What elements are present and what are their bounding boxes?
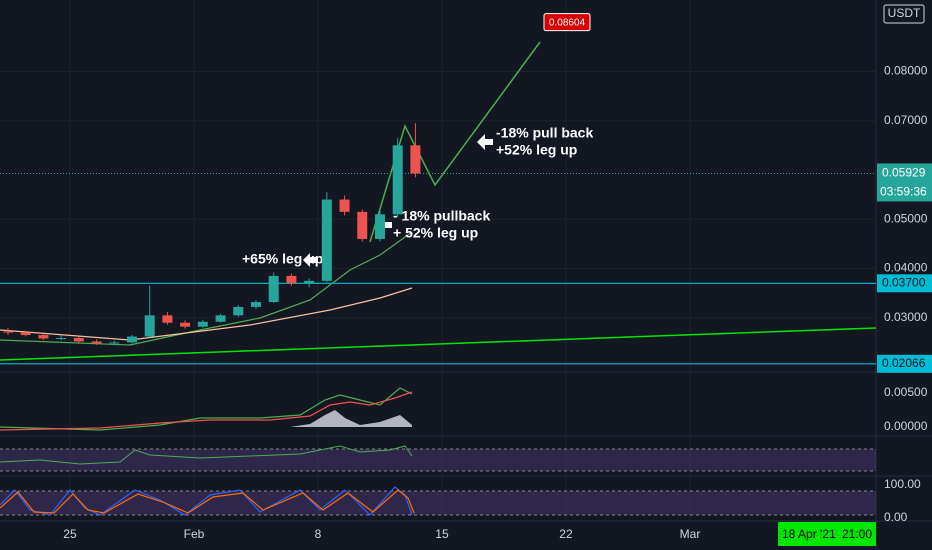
candle-body <box>410 145 421 174</box>
candle-body <box>268 275 279 303</box>
candle-body <box>374 214 385 239</box>
macd-tick-label: 0.00000 <box>884 419 928 433</box>
candle-body <box>109 342 120 344</box>
x-tick-label: 25 <box>63 527 77 541</box>
x-tick-label: 22 <box>559 527 573 541</box>
timestamp-date: 18 Apr '21 <box>782 527 836 541</box>
moving-average <box>0 231 413 346</box>
candle-body <box>339 199 350 212</box>
target-badge <box>543 13 591 32</box>
last-price-label: 0.05929 <box>882 166 926 180</box>
arrow-icon <box>303 253 318 267</box>
candle-body <box>162 315 173 323</box>
candle-body <box>321 199 332 281</box>
moving-average <box>0 287 413 341</box>
target-label: 0.08604 <box>549 17 586 28</box>
candle-body <box>56 338 67 340</box>
candle-body <box>20 332 31 336</box>
annotation: +52% leg up <box>496 142 577 158</box>
stoch-k <box>0 486 413 516</box>
candle-body <box>180 322 191 327</box>
timestamp-box <box>778 522 876 546</box>
candle-body <box>38 335 49 339</box>
candle-body <box>144 315 155 337</box>
timestamp-time: 21:00 <box>842 527 872 541</box>
annotation: +65% leg up <box>242 251 323 267</box>
y-tick-label: 0.04000 <box>884 261 928 275</box>
level-label: 0.02066 <box>882 356 926 370</box>
stoch-band <box>0 491 876 515</box>
last-price-badge <box>877 163 932 202</box>
level-badge <box>877 354 932 373</box>
macd-histogram <box>290 410 412 427</box>
x-tick-label: 15 <box>435 527 449 541</box>
currency-label[interactable]: USDT <box>888 6 921 20</box>
candle-body <box>215 315 226 322</box>
y-tick-label: 0.05000 <box>884 211 928 225</box>
y-tick-label: 0.03000 <box>884 310 928 324</box>
candle-body <box>250 302 261 307</box>
arrow-icon <box>477 134 493 150</box>
x-tick-label: Mar <box>680 527 701 541</box>
annotation: + 52% leg up <box>393 225 478 241</box>
candle-body <box>304 280 315 284</box>
candle-body <box>233 306 244 316</box>
y-tick-label: 0.08000 <box>884 64 928 78</box>
macd-signal <box>0 391 413 431</box>
level-label: 0.03700 <box>882 275 926 289</box>
rsi-line <box>0 445 413 465</box>
x-tick-label: Feb <box>184 527 205 541</box>
candle-body <box>126 336 137 343</box>
x-tick-label: 8 <box>315 527 322 541</box>
macd-line <box>0 387 413 431</box>
annotation: -18% pull back <box>496 125 593 141</box>
stoch-tick-label: 100.00 <box>884 477 921 491</box>
currency-box[interactable] <box>883 4 925 24</box>
macd-tick-label: 0.00500 <box>884 385 928 399</box>
candle-body <box>286 275 297 284</box>
countdown: 03:59:36 <box>880 185 927 199</box>
stoch-tick-label: 0.00 <box>884 510 908 524</box>
y-tick-label: 0.07000 <box>884 113 928 127</box>
rsi-band <box>0 449 876 471</box>
trend-line <box>0 327 877 361</box>
candle-body <box>357 211 368 239</box>
candle-body <box>73 338 84 342</box>
stoch-d <box>0 489 415 514</box>
level-badge <box>877 274 932 293</box>
candle-body <box>2 331 13 333</box>
candle-body <box>91 341 102 344</box>
candle-body <box>392 145 403 215</box>
candle-body <box>197 321 208 327</box>
annotation: - 18% pullback <box>393 208 490 224</box>
